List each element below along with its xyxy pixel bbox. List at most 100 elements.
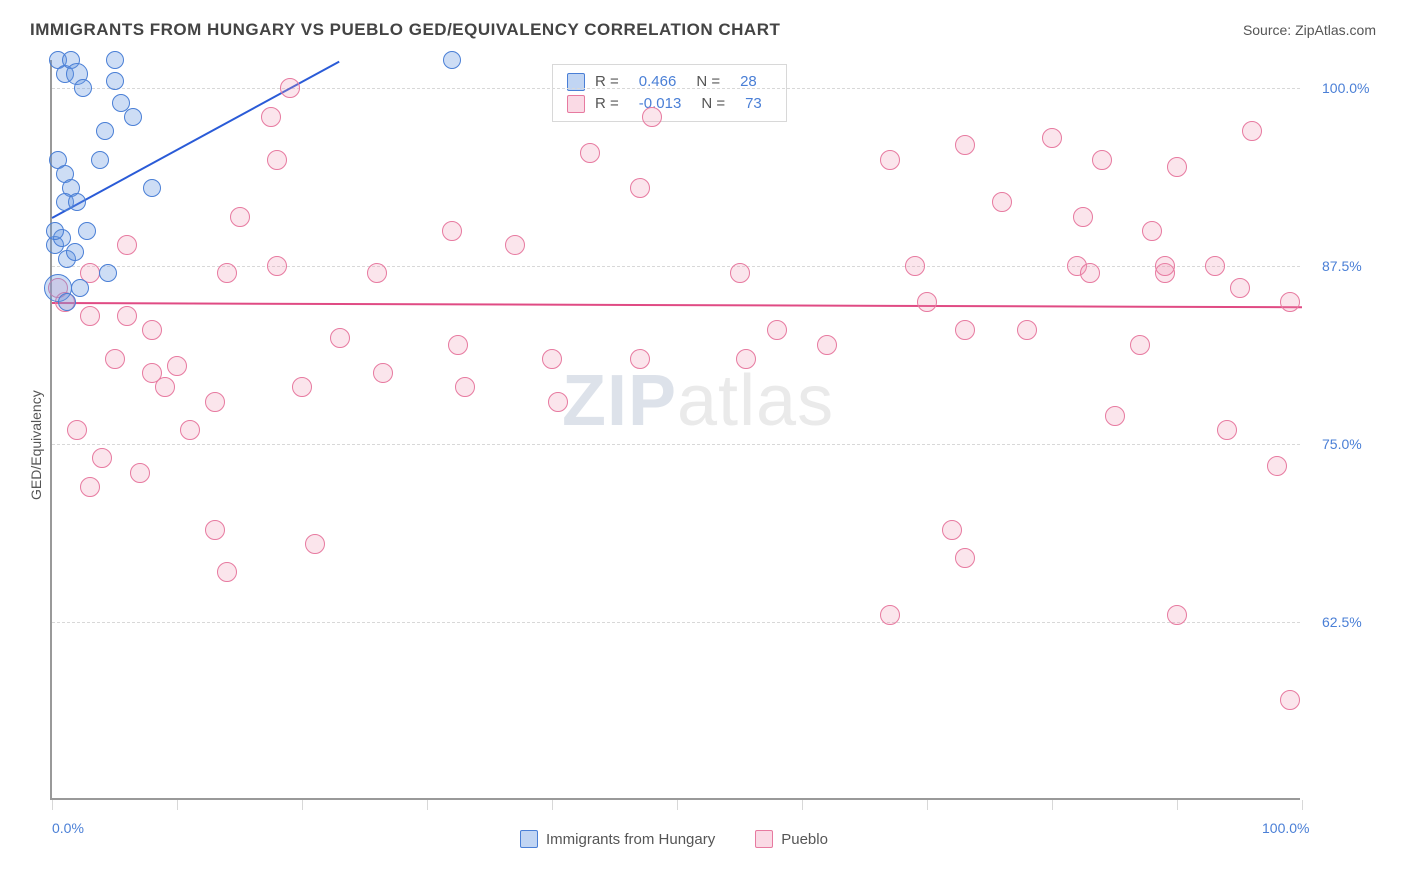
pueblo-point [267,150,287,170]
legend-row-hungary: R = 0.466N = 28 [567,71,772,93]
pueblo-point [80,306,100,326]
gridline-v [552,800,553,810]
pueblo-point [330,328,350,348]
pueblo-point [1042,128,1062,148]
y-axis-label: GED/Equivalency [28,390,44,500]
pueblo-point [280,78,300,98]
source-label: Source: ZipAtlas.com [1243,22,1376,38]
pueblo-point [1155,256,1175,276]
pueblo-point [1280,292,1300,312]
pueblo-point [105,349,125,369]
hungary-point [58,293,76,311]
pueblo-point [992,192,1012,212]
pueblo-point [130,463,150,483]
pueblo-point [180,420,200,440]
pueblo-point [542,349,562,369]
pueblo-point [1267,456,1287,476]
pueblo-point [373,363,393,383]
pueblo-point [955,135,975,155]
pueblo-point [1080,263,1100,283]
pueblo-point [305,534,325,554]
pueblo-point [905,256,925,276]
legend-label: Pueblo [781,831,828,848]
pueblo-point [1242,121,1262,141]
x-tick-label: 0.0% [52,820,84,836]
y-tick-label: 62.5% [1322,614,1362,630]
pueblo-point [455,377,475,397]
pueblo-point [117,235,137,255]
legend-r-value: 0.466 [639,71,677,93]
pueblo-point [917,292,937,312]
pueblo-point [205,392,225,412]
pueblo-point [730,263,750,283]
legend-row-pueblo: R = -0.013N = 73 [567,93,772,115]
x-tick-label: 100.0% [1262,820,1309,836]
pueblo-point [92,448,112,468]
pueblo-point [261,107,281,127]
y-tick-label: 87.5% [1322,258,1362,274]
pueblo-point [442,221,462,241]
hungary-point [99,264,117,282]
hungary-point [91,151,109,169]
pueblo-point [230,207,250,227]
pueblo-point [767,320,787,340]
watermark-zip: ZIP [562,361,677,441]
pueblo-point [955,548,975,568]
pueblo-point [448,335,468,355]
pueblo-point [880,150,900,170]
pueblo-point [630,349,650,369]
pueblo-point [880,605,900,625]
pueblo-point [167,356,187,376]
pueblo-trendline [52,302,1302,308]
pueblo-point [117,306,137,326]
legend-n-value: 73 [745,93,762,115]
hungary-point [96,122,114,140]
pueblo-point [1017,320,1037,340]
chart-title: IMMIGRANTS FROM HUNGARY VS PUEBLO GED/EQ… [30,20,780,40]
hungary-point [78,222,96,240]
y-tick-label: 75.0% [1322,436,1362,452]
gridline-v [177,800,178,810]
legend-swatch [520,830,538,848]
pueblo-point [217,263,237,283]
gridline-v [1177,800,1178,810]
pueblo-point [292,377,312,397]
pueblo-point [505,235,525,255]
legend-item-hungary: Immigrants from Hungary [520,830,715,848]
gridline-v [677,800,678,810]
pueblo-point [205,520,225,540]
hungary-point [71,279,89,297]
gridline-v [52,800,53,810]
watermark-atlas: atlas [677,361,834,441]
legend-r-label: R = [595,71,619,93]
legend-swatch [755,830,773,848]
gridline-v [802,800,803,810]
y-tick-label: 100.0% [1322,80,1369,96]
gridline-h [52,622,1300,623]
pueblo-point [1073,207,1093,227]
pueblo-point [1230,278,1250,298]
pueblo-point [1167,605,1187,625]
pueblo-point [367,263,387,283]
watermark: ZIPatlas [562,360,834,442]
gridline-v [427,800,428,810]
pueblo-point [955,320,975,340]
pueblo-point [817,335,837,355]
hungary-point [106,72,124,90]
pueblo-point [1092,150,1112,170]
gridline-v [1052,800,1053,810]
gridline-v [302,800,303,810]
hungary-point [443,51,461,69]
hungary-point [74,79,92,97]
pueblo-point [67,420,87,440]
pueblo-point [1105,406,1125,426]
pueblo-point [267,256,287,276]
pueblo-point [1217,420,1237,440]
pueblo-point [1167,157,1187,177]
hungary-point [68,193,86,211]
legend-swatch [567,95,585,113]
hungary-point [106,51,124,69]
pueblo-point [942,520,962,540]
gridline-h [52,444,1300,445]
pueblo-point [736,349,756,369]
